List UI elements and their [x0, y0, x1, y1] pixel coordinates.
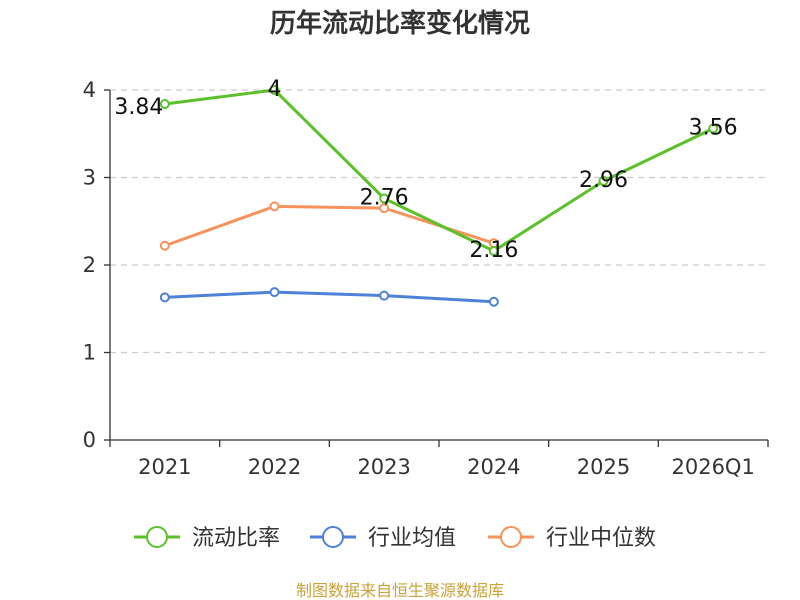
- axes: 0 1 2 3 4 2021 2022 2023 2024 2025 2026Q1: [83, 78, 769, 479]
- data-point: [159, 99, 170, 109]
- legend-marker: [500, 526, 522, 548]
- x-tick-label: 2024: [467, 455, 520, 479]
- data-label: 4: [268, 77, 282, 102]
- y-tick-label: 2: [83, 253, 96, 277]
- gridlines: [110, 89, 768, 354]
- data-label: 3.56: [689, 116, 738, 141]
- y-tick-label: 3: [83, 166, 96, 190]
- legend-label: 行业均值: [368, 526, 456, 551]
- y-tick-label: 0: [83, 428, 96, 452]
- data-point: [488, 296, 499, 307]
- data-point: [708, 123, 719, 134]
- series-group: [159, 85, 719, 307]
- data-point: [379, 290, 390, 301]
- legend-label: 流动比率: [192, 526, 280, 551]
- data-point: [159, 292, 170, 303]
- legend-marker: [322, 526, 344, 548]
- y-tick-label: 4: [83, 78, 96, 102]
- series-line: [164, 290, 494, 304]
- data-labels: 3.84 4 2.76 2.16 2.96 3.56: [114, 77, 737, 263]
- x-tick-label: 2022: [248, 455, 301, 479]
- series-line: [164, 88, 714, 253]
- legend-label: 行业中位数: [546, 526, 656, 551]
- legend-item: 行业中位数: [488, 526, 656, 551]
- data-label: 3.84: [114, 95, 163, 120]
- source-note: 制图数据来自恒生聚源数据库: [296, 581, 504, 600]
- legend-item: 流动比率: [134, 526, 280, 551]
- x-tick-label: 2023: [357, 455, 410, 479]
- legend: 流动比率 行业均值 行业中位数: [134, 526, 656, 551]
- data-point: [159, 240, 170, 251]
- x-tick-label: 2026Q1: [671, 455, 754, 479]
- data-point: [269, 85, 280, 95]
- data-point: [379, 203, 390, 214]
- data-point: [379, 193, 390, 204]
- legend-item: 行业均值: [310, 526, 456, 551]
- data-label: 2.96: [579, 168, 628, 193]
- x-tick-label: 2021: [138, 455, 191, 479]
- legend-marker: [146, 526, 168, 548]
- data-point: [269, 287, 280, 298]
- data-point: [269, 201, 280, 212]
- data-point: [488, 246, 499, 256]
- data-label: 2.76: [360, 186, 409, 211]
- data-point: [598, 176, 609, 186]
- y-tick-label: 1: [83, 341, 96, 365]
- chart-title: 历年流动比率变化情况: [270, 8, 530, 39]
- data-label: 2.16: [469, 238, 518, 263]
- x-tick-label: 2025: [577, 455, 630, 479]
